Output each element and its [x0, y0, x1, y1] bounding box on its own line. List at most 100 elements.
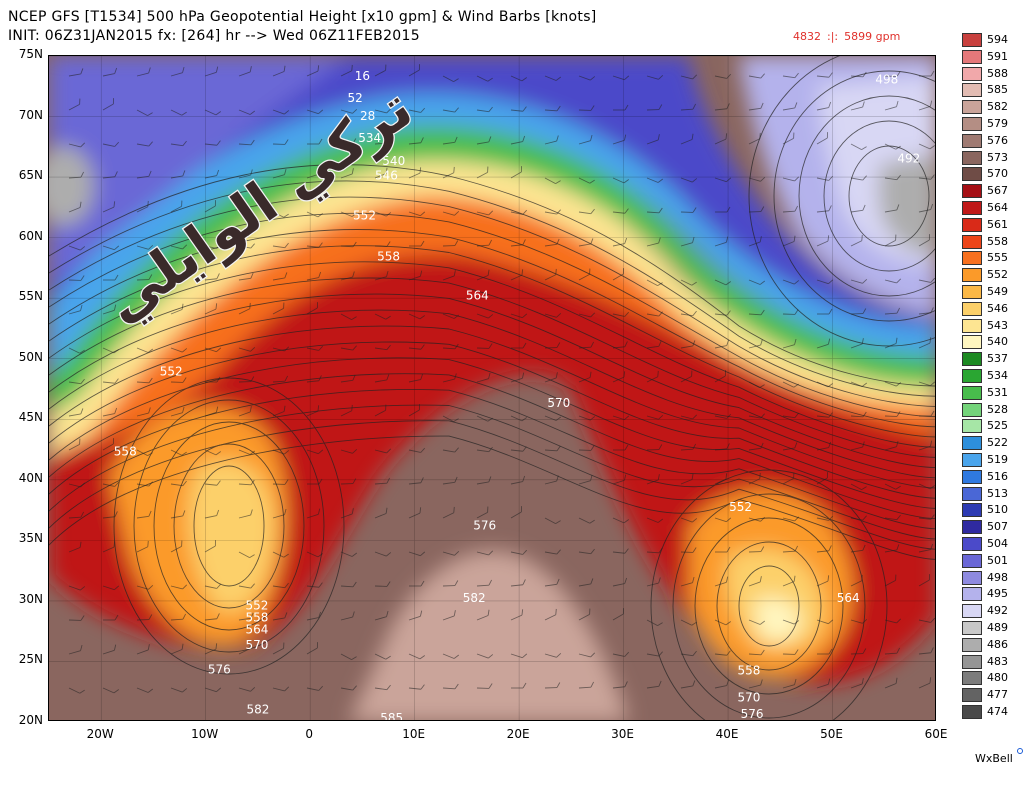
wind-barb	[307, 138, 323, 145]
wind-barb	[374, 653, 391, 660]
colorbar-label: 531	[987, 385, 1008, 399]
wind-barb	[170, 540, 183, 553]
colorbar-entry: 540	[962, 335, 1020, 350]
colorbar-swatch	[962, 436, 982, 451]
wind-barb	[646, 177, 664, 183]
wind-barb	[408, 64, 420, 77]
wind-barb	[68, 275, 85, 281]
wind-barb	[884, 174, 901, 181]
colorbar-entry: 528	[962, 402, 1020, 417]
lon-label: 40E	[715, 727, 739, 741]
wind-barb	[238, 686, 256, 692]
wind-barbs	[68, 64, 935, 694]
wind-barb	[170, 480, 187, 487]
wind-barb	[170, 584, 188, 590]
wind-barb	[850, 411, 867, 418]
colorbar-swatch	[962, 469, 982, 484]
wind-barb	[578, 445, 595, 451]
colorbar-swatch	[962, 83, 982, 98]
wind-barb	[816, 101, 832, 111]
wind-barb	[850, 648, 867, 655]
wind-barb	[850, 618, 868, 624]
wind-barb	[544, 608, 557, 621]
wind-barb	[442, 683, 459, 690]
colorbar-swatch	[962, 537, 982, 551]
wind-barb	[782, 649, 799, 655]
wind-barb	[748, 649, 765, 656]
colorbar-entry: 585	[962, 83, 1020, 98]
colorbar-entry: 567	[962, 184, 1020, 199]
wind-barb	[646, 547, 663, 554]
contour-label: 558	[737, 664, 760, 678]
wind-barb	[782, 472, 795, 485]
wind-barb	[272, 612, 288, 621]
wind-barb	[476, 506, 489, 519]
contour-label: 576	[473, 518, 496, 532]
wind-barb	[170, 510, 186, 519]
wind-barb	[408, 477, 424, 485]
wind-barb	[918, 234, 930, 247]
wind-barb	[510, 549, 528, 555]
wind-barb	[442, 476, 458, 485]
contour-line	[49, 309, 935, 479]
lat-label: 20N	[18, 713, 43, 727]
wind-barb	[306, 271, 322, 281]
colorbar-label: 555	[987, 251, 1008, 265]
wind-barb	[919, 410, 935, 417]
contour-ring	[672, 493, 866, 719]
wind-barb	[884, 483, 901, 490]
wind-barb	[510, 579, 526, 587]
wind-barb	[136, 584, 154, 590]
wind-barb	[544, 549, 561, 555]
wind-barb	[374, 448, 392, 454]
wind-barb	[544, 475, 559, 485]
wind-barb	[510, 135, 526, 145]
field-grey-core	[879, 156, 935, 256]
wind-barb	[714, 73, 732, 79]
colorbar-entry: 573	[962, 150, 1020, 165]
colorbar-swatch	[962, 369, 982, 383]
wind-barb	[714, 279, 731, 286]
wind-barb	[918, 143, 935, 150]
colorbar-swatch	[962, 234, 982, 249]
wind-barb	[272, 508, 287, 519]
colorbar-label: 594	[987, 33, 1008, 46]
wind-barb	[510, 75, 527, 82]
wind-barb	[204, 406, 219, 417]
wind-barb	[136, 141, 153, 147]
wind-barb	[408, 610, 423, 621]
contour-line	[49, 325, 935, 489]
colorbar-swatch	[962, 587, 982, 602]
wind-barb	[374, 211, 392, 217]
wind-barb	[238, 479, 255, 486]
wind-barb	[306, 302, 318, 315]
wind-barb	[272, 405, 286, 417]
wind-barb	[510, 269, 524, 281]
wind-barb	[272, 65, 286, 77]
contour-label: 564	[466, 288, 489, 302]
wind-barb	[646, 444, 663, 451]
wind-barb	[442, 580, 459, 587]
wind-barb	[918, 677, 932, 689]
wind-barb	[442, 313, 460, 319]
wind-barb	[680, 340, 696, 349]
wind-barb	[884, 677, 898, 689]
wind-barb	[918, 337, 932, 349]
field-light-blue-band	[49, 93, 935, 376]
wind-barb	[817, 308, 833, 315]
wind-barb	[340, 313, 357, 321]
colorbar-label: 573	[987, 150, 1008, 164]
wind-barb	[748, 516, 766, 522]
wind-barb	[544, 652, 562, 658]
colorbar-swatch	[962, 553, 982, 568]
wind-barb	[510, 372, 525, 383]
contour-ring	[773, 70, 935, 322]
colorbar-entry: 531	[962, 385, 1020, 400]
wind-barb	[884, 647, 901, 655]
wind-barb	[136, 170, 152, 179]
wind-barb	[816, 175, 834, 181]
wind-barb	[510, 166, 522, 179]
contour-label: 546	[375, 168, 398, 182]
wind-barb	[170, 406, 185, 417]
wind-barb	[680, 517, 698, 523]
